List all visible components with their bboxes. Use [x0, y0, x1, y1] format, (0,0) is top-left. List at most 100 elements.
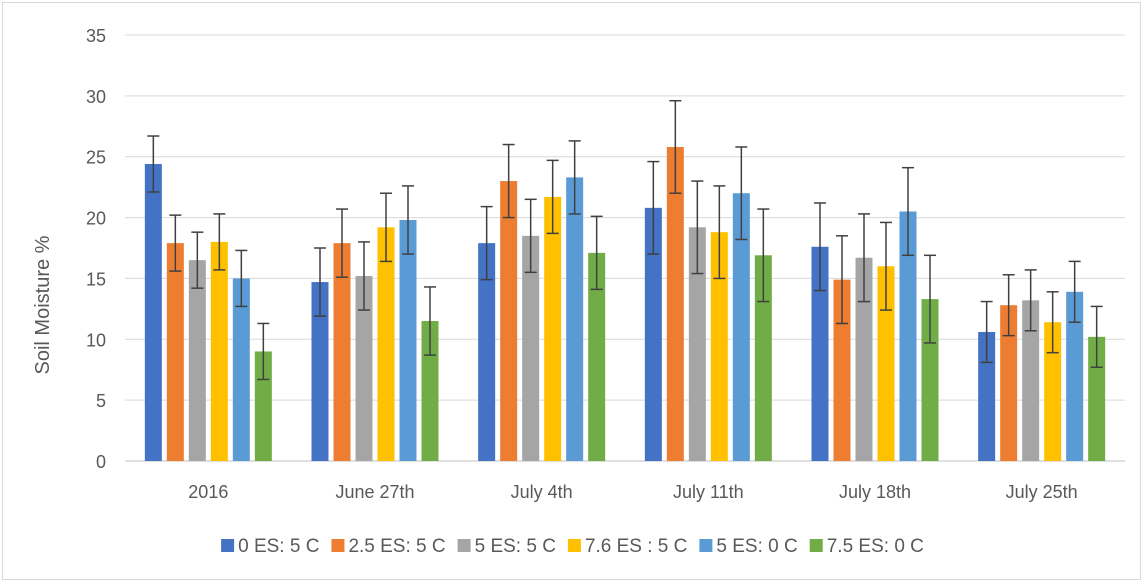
x-axis-ticks: 2016 June 27th July 4th July 11th July 18th J… — [188, 482, 1077, 502]
soil-moisture-chart: 0 5 10 15 20 25 30 35 2016 June 27th July 4th July… — [32, 26, 1125, 557]
legend-swatch — [221, 539, 235, 552]
x-tick-label: July 11th — [673, 482, 744, 502]
legend-item: 7.5 ES: 0 C — [809, 536, 924, 557]
legend: 0 ES: 5 C 2.5 ES: 5 C 5 ES: 5 C 7.6 ES : 5 … — [221, 536, 924, 557]
x-tick-label: 2016 — [188, 482, 228, 502]
legend-swatch — [809, 539, 823, 552]
bar — [566, 177, 584, 462]
bar — [144, 164, 162, 461]
x-tick-label: July 4th — [511, 482, 573, 502]
bar — [377, 227, 395, 461]
error-bar — [546, 159, 559, 235]
legend-item: 5 ES: 5 C — [457, 536, 556, 557]
error-bar — [924, 254, 936, 344]
error-bar — [880, 221, 892, 311]
x-tick-label: July 25th — [1006, 482, 1078, 502]
error-bar — [814, 202, 826, 292]
bar — [899, 211, 917, 461]
error-bar — [647, 160, 660, 255]
error-bar — [502, 143, 515, 219]
error-bar — [691, 180, 704, 275]
error-bar — [402, 185, 414, 255]
bar — [421, 321, 439, 461]
legend-item: 5 ES: 0 C — [699, 536, 798, 557]
bar — [644, 207, 662, 461]
bar — [311, 282, 329, 461]
bar — [666, 146, 684, 461]
error-bar — [257, 322, 270, 381]
error-bar — [980, 300, 993, 364]
y-tick-label: 15 — [86, 269, 106, 289]
error-bar — [480, 205, 493, 281]
error-bar — [1090, 305, 1103, 369]
bar — [978, 331, 996, 461]
error-bar — [902, 166, 914, 257]
bar — [522, 235, 540, 461]
bar — [833, 279, 851, 461]
error-bars — [147, 99, 1103, 381]
error-bar — [735, 146, 748, 241]
bar — [1000, 305, 1018, 461]
gridlines — [125, 34, 1125, 462]
legend-item: 7.6 ES : 5 C — [567, 536, 687, 557]
error-bar — [757, 208, 770, 303]
error-bar — [314, 247, 326, 317]
bar — [500, 181, 518, 462]
error-bar — [568, 140, 581, 215]
legend-swatch — [331, 539, 345, 552]
error-bar — [858, 213, 870, 303]
legend-swatch — [457, 539, 471, 552]
legend-item: 2.5 ES: 5 C — [331, 536, 446, 557]
legend-label: 5 ES: 0 C — [716, 536, 797, 557]
error-bar — [524, 198, 537, 274]
error-bar — [1068, 260, 1081, 323]
y-tick-label: 0 — [96, 452, 106, 472]
bar — [232, 278, 250, 461]
x-tick-label: June 27th — [335, 482, 414, 502]
legend-label: 2.5 ES: 5 C — [348, 536, 445, 557]
bar — [921, 299, 939, 461]
legend-label: 7.5 ES: 0 C — [827, 536, 924, 557]
bar — [188, 260, 206, 461]
legend-item: 0 ES: 5 C — [221, 536, 319, 557]
y-axis-label: Soil Moisture % — [32, 235, 54, 374]
error-bar — [336, 208, 348, 278]
y-tick-label: 30 — [86, 87, 106, 107]
error-bar — [1024, 269, 1037, 332]
y-tick-label: 25 — [86, 148, 106, 168]
error-bar — [213, 213, 226, 271]
legend-label: 0 ES: 5 C — [238, 536, 319, 557]
bar — [333, 243, 351, 461]
error-bar — [358, 241, 370, 311]
error-bar — [169, 214, 182, 272]
error-bar — [380, 192, 392, 263]
error-bar — [590, 215, 603, 291]
error-bar — [191, 231, 204, 289]
bar — [1044, 322, 1062, 461]
bar — [210, 241, 228, 461]
bar — [355, 275, 373, 461]
bar — [399, 220, 417, 461]
bar — [1066, 291, 1084, 461]
bar — [1022, 300, 1040, 461]
error-bar — [235, 249, 248, 308]
error-bar — [1046, 291, 1059, 354]
x-tick-label: July 18th — [839, 482, 911, 502]
y-tick-label: 10 — [86, 330, 106, 350]
bar — [688, 227, 706, 461]
bar — [710, 232, 728, 461]
y-tick-label: 5 — [96, 391, 106, 411]
bar — [478, 243, 496, 461]
error-bar — [424, 286, 436, 356]
error-bar — [1002, 274, 1015, 337]
y-axis-ticks: 0 5 10 15 20 25 30 35 — [86, 26, 106, 472]
error-bar — [836, 235, 848, 325]
legend-label: 7.6 ES : 5 C — [585, 536, 687, 557]
y-tick-label: 35 — [86, 26, 106, 46]
bar — [166, 243, 184, 461]
legend-swatch — [567, 539, 581, 552]
legend-label: 5 ES: 5 C — [475, 536, 556, 557]
bar — [588, 252, 606, 461]
error-bar — [147, 135, 160, 193]
